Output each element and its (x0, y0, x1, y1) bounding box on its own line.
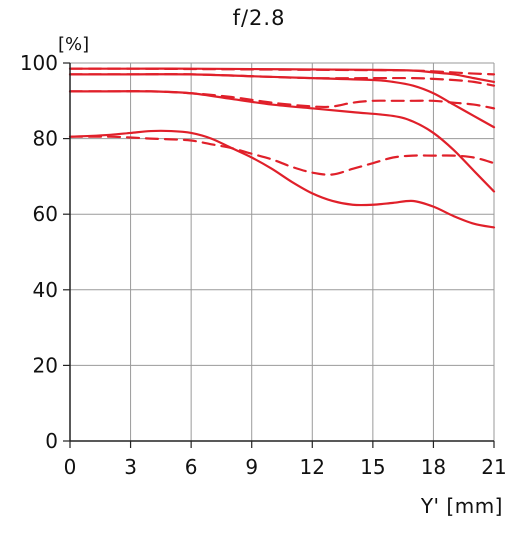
y-tick-label: 40 (33, 278, 58, 302)
x-tick-label: 12 (300, 455, 325, 479)
y-tick-label: 80 (33, 127, 58, 151)
series-line-6-dashed (68, 90, 496, 110)
chart-title: f/2.8 (232, 6, 286, 30)
series-line-2-dashed (68, 67, 496, 76)
x-tick-label: 9 (245, 455, 258, 479)
y-axis-unit-label: [%] (58, 34, 90, 55)
tick-labels: 0 3 6 9 12 15 18 21 0 20 40 60 80 100 (20, 51, 507, 479)
y-tick-label: 60 (33, 202, 58, 226)
x-axis-label: Y' [mm] (420, 494, 503, 518)
series-line-4-dashed (68, 73, 496, 87)
series-line-7-solid (68, 129, 496, 229)
grid-lines (70, 62, 495, 441)
x-tick-label: 21 (481, 455, 506, 479)
x-tick-label: 18 (421, 455, 446, 479)
series-line-8-dashed (68, 135, 496, 176)
x-tick-label: 3 (124, 455, 137, 479)
axes (63, 62, 495, 448)
x-tick-label: 6 (185, 455, 198, 479)
series-lines (68, 67, 496, 229)
y-tick-label: 20 (33, 353, 58, 377)
x-tick-label: 0 (64, 455, 77, 479)
y-tick-label: 100 (20, 51, 58, 75)
x-tick-label: 15 (360, 455, 385, 479)
y-tick-label: 0 (45, 429, 58, 453)
